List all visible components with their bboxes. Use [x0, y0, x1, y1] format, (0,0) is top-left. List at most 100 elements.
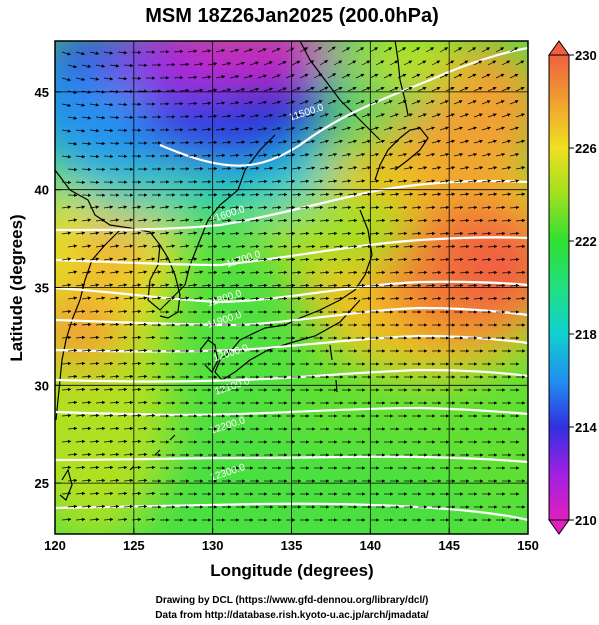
wind-arrow	[319, 60, 328, 66]
contour-11900	[55, 306, 528, 327]
wind-arrow	[501, 270, 512, 275]
wind-arrow	[89, 154, 100, 159]
wind-arrow	[123, 478, 134, 483]
wind-arrow	[439, 231, 450, 236]
wind-arrow	[459, 244, 470, 249]
wind-arrow	[467, 47, 477, 53]
wind-arrow	[151, 270, 162, 274]
wind-arrow	[305, 139, 316, 144]
wind-arrow	[347, 244, 358, 249]
wind-arrow	[291, 139, 302, 144]
wind-arrow	[95, 296, 106, 300]
wind-arrow	[453, 73, 463, 79]
wind-arrow	[117, 465, 128, 470]
wind-arrow	[285, 126, 296, 131]
wind-arrow	[137, 400, 148, 405]
wind-arrow	[389, 192, 400, 196]
wind-arrow	[117, 335, 128, 340]
wind-arrow	[215, 257, 226, 262]
wind-arrow	[341, 100, 351, 105]
wind-arrow	[117, 439, 128, 444]
wind-arrow	[243, 48, 253, 53]
wind-arrow	[277, 140, 288, 144]
wind-arrow	[369, 100, 379, 105]
wind-arrow	[229, 283, 240, 288]
wind-arrow	[501, 60, 511, 66]
wind-arrow	[277, 296, 288, 301]
wind-arrow	[193, 62, 204, 66]
wind-arrow	[333, 60, 343, 66]
wind-arrow	[145, 387, 156, 392]
wind-arrow	[411, 47, 421, 53]
wind-arrow	[89, 439, 100, 444]
wind-arrow	[319, 270, 330, 275]
wind-arrow	[109, 322, 120, 327]
y-tick-label: 40	[35, 183, 49, 198]
y-tick-label: 25	[35, 476, 49, 491]
wind-arrow	[81, 244, 92, 248]
wind-arrow	[361, 296, 372, 301]
wind-arrow	[453, 152, 464, 157]
wind-arrow	[467, 152, 478, 157]
wind-arrow	[249, 114, 260, 118]
wind-arrow	[453, 231, 464, 236]
wind-arrow	[495, 179, 506, 183]
wind-arrow	[361, 113, 371, 118]
wind-arrow	[439, 257, 450, 262]
wind-arrow	[417, 113, 427, 118]
contour-12200	[55, 406, 528, 416]
contour-12300	[55, 455, 528, 464]
wind-arrow	[473, 166, 484, 170]
wind-arrow	[95, 244, 106, 248]
wind-arrow	[285, 47, 295, 53]
wind-arrow	[271, 283, 282, 288]
wind-arrow	[445, 192, 456, 196]
wind-arrow	[277, 113, 288, 118]
wind-arrow	[333, 113, 343, 118]
wind-arrow	[495, 231, 506, 236]
wind-arrow	[389, 218, 400, 223]
wind-arrow	[95, 64, 106, 68]
wind-arrow	[109, 218, 120, 222]
wind-arrow	[103, 102, 114, 107]
wind-arrow	[347, 60, 357, 66]
wind-arrow	[347, 87, 357, 92]
wind-arrow	[229, 179, 240, 184]
wind-arrow	[431, 139, 442, 144]
wind-arrow	[411, 73, 421, 79]
wind-arrow	[165, 270, 176, 274]
wind-arrow	[383, 47, 393, 53]
wind-arrow	[481, 205, 492, 210]
wind-arrow	[257, 231, 268, 236]
wind-arrow	[263, 87, 273, 92]
wind-arrow	[117, 257, 128, 261]
wind-arrow	[103, 517, 114, 522]
wind-arrow	[123, 400, 134, 405]
wind-arrow	[123, 452, 134, 457]
wind-arrow	[453, 47, 463, 53]
wind-arrow	[173, 49, 184, 54]
wind-arrow	[515, 244, 526, 249]
wind-arrow	[487, 113, 497, 118]
wind-arrow	[299, 283, 310, 288]
wind-arrow	[277, 166, 288, 170]
wind-arrow	[235, 114, 246, 118]
wind-arrow	[277, 87, 287, 92]
wind-arrow	[453, 100, 463, 105]
wind-arrow	[495, 47, 505, 53]
wind-arrow	[285, 153, 296, 157]
wind-arrow	[123, 244, 134, 248]
wind-arrow	[117, 205, 128, 209]
wind-arrow	[319, 166, 330, 170]
wind-arrow	[137, 478, 148, 483]
wind-arrow	[285, 100, 295, 105]
wind-arrow	[81, 167, 92, 172]
wind-arrow	[257, 74, 267, 79]
wind-arrow	[117, 387, 128, 392]
wind-arrow	[299, 73, 309, 79]
wind-arrow	[375, 244, 386, 249]
wind-arrow	[411, 152, 422, 157]
wind-arrow	[61, 154, 72, 159]
contour-12400	[55, 502, 528, 522]
wind-arrow	[439, 283, 450, 288]
